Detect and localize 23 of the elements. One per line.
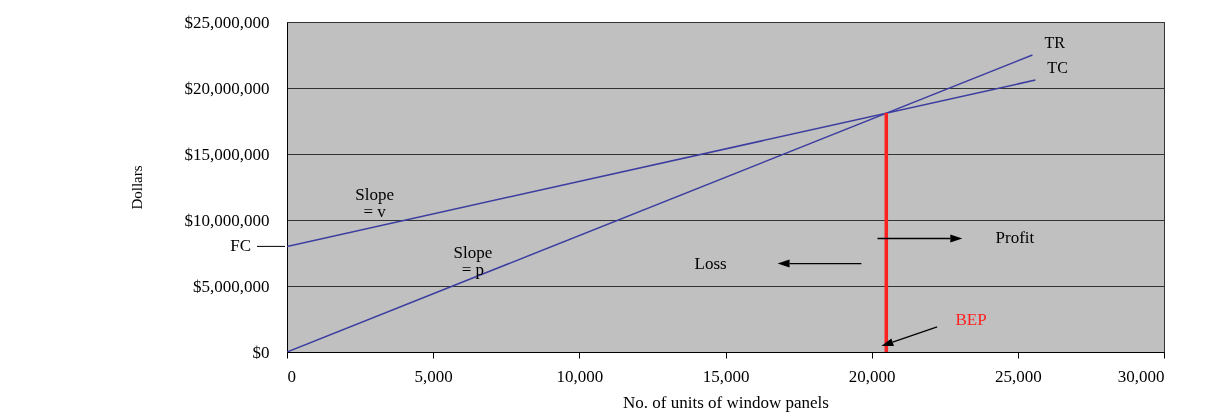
ref-line-label: FC bbox=[230, 236, 251, 256]
x-tick-label: 30,000 bbox=[1117, 366, 1165, 386]
x-tick-label: 20,000 bbox=[848, 366, 896, 386]
y-tick-label: $0 bbox=[252, 342, 270, 362]
y-tick-label: $15,000,000 bbox=[184, 144, 270, 164]
y-tick-label: $10,000,000 bbox=[184, 210, 270, 230]
annotation: Profit bbox=[995, 228, 1035, 248]
y-axis-title: Dollars bbox=[128, 165, 145, 210]
x-tick-label: 5,000 bbox=[414, 366, 453, 386]
annotation: Loss bbox=[694, 253, 727, 273]
x-axis-title: No. of units of window panels bbox=[623, 392, 829, 412]
x-tick-label: 15,000 bbox=[702, 366, 750, 386]
y-tick-label: $20,000,000 bbox=[184, 78, 270, 98]
x-tick-label: 10,000 bbox=[556, 366, 604, 386]
series-label: TC bbox=[1047, 59, 1068, 77]
annotation: BEP bbox=[955, 310, 987, 330]
y-tick-label: $5,000,000 bbox=[193, 276, 270, 296]
x-tick-label: 0 bbox=[287, 366, 296, 386]
annotation: Slope = p bbox=[453, 243, 493, 279]
x-tick-label: 25,000 bbox=[994, 366, 1042, 386]
annotation: Slope = v bbox=[355, 185, 395, 222]
series-label: TR bbox=[1044, 34, 1066, 51]
y-tick-label: $25,000,000 bbox=[184, 12, 270, 32]
